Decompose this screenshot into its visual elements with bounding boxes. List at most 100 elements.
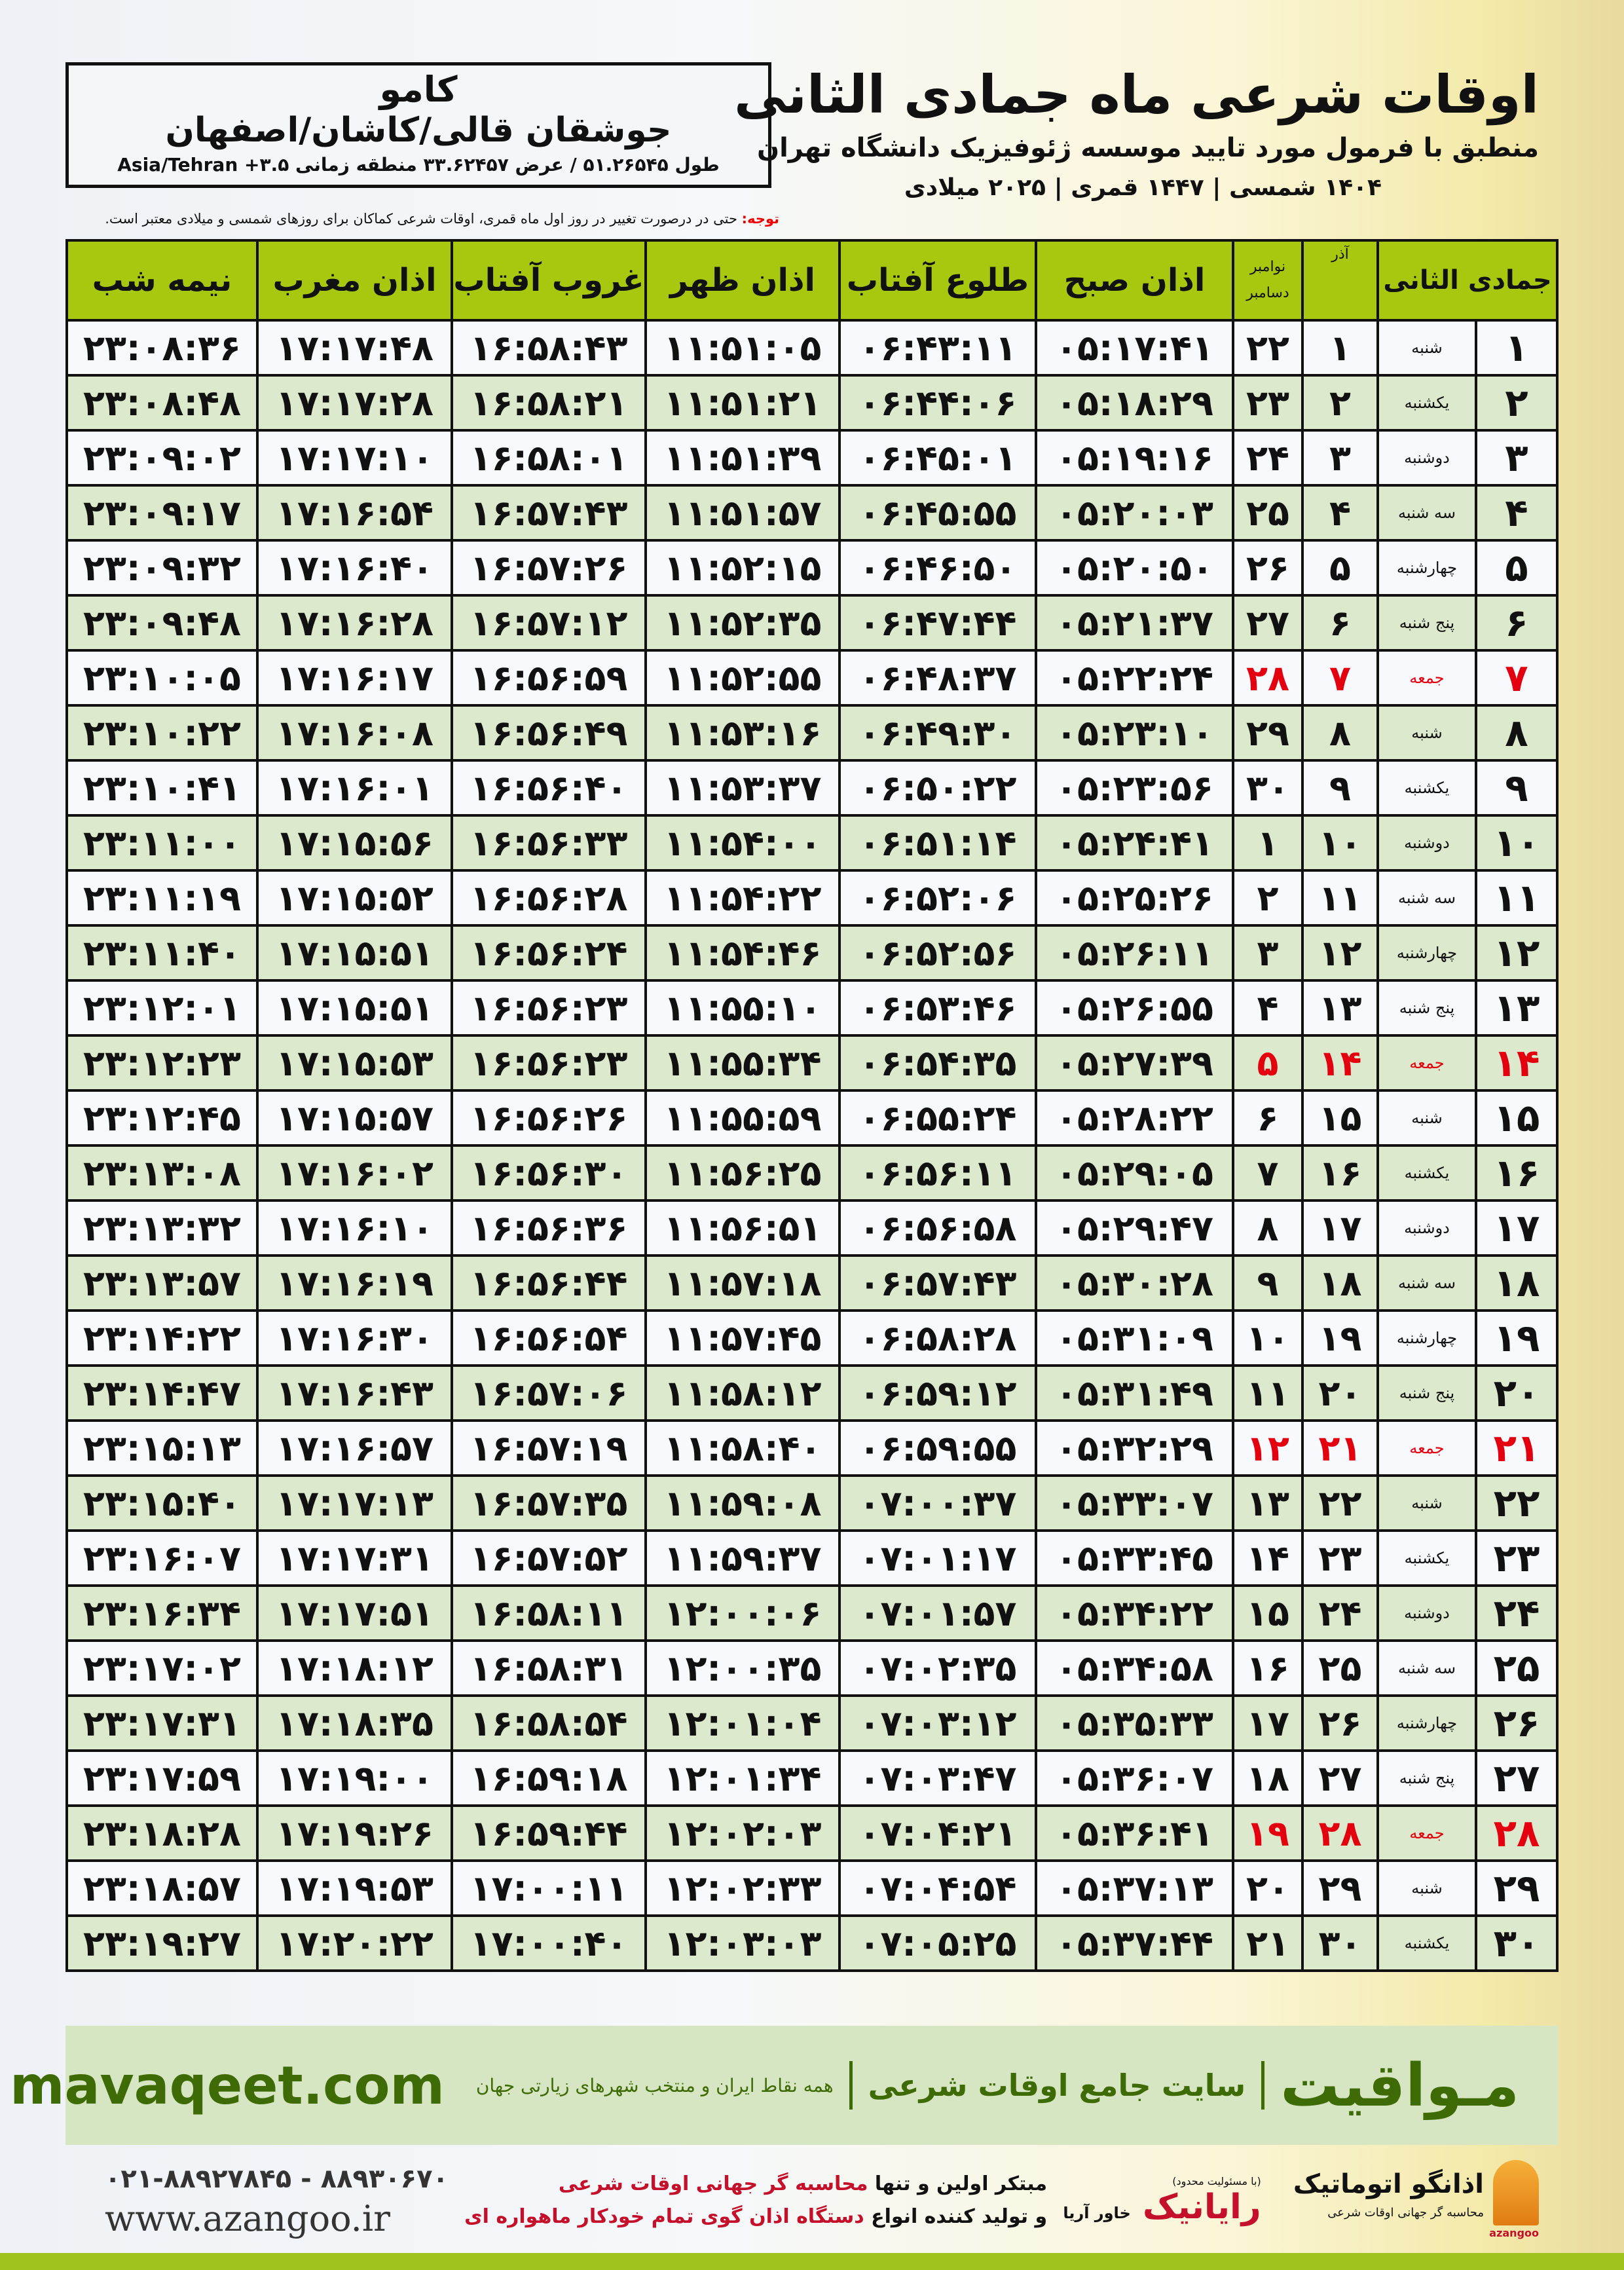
dhuhr-time: ۱۱:۵۸:۱۲: [644, 1364, 841, 1422]
fajr-time: ۰۵:۳۰:۲۸: [1035, 1254, 1234, 1312]
gregorian-day: ۲۰: [1232, 1859, 1304, 1917]
sunrise-time: ۰۶:۵۷:۴۳: [838, 1254, 1037, 1312]
azar-day: ۱۸: [1301, 1254, 1379, 1312]
fajr-time: ۰۵:۳۵:۳۳: [1035, 1694, 1234, 1752]
dhuhr-time: ۱۱:۵۴:۰۰: [644, 814, 841, 872]
sunset-time: ۱۶:۵۶:۴۴: [451, 1254, 647, 1312]
weekday: چهارشنبه: [1376, 924, 1477, 982]
prayer-times-table: جمادی الثانی آذر نوامبر دسامبر اذان صبح ط…: [65, 239, 1559, 1972]
table-row: ۱۱ سه شنبه ۱۱ ۲ ۰۵:۲۵:۲۶ ۰۶:۵۲:۰۶ ۱۱:۵۴:۲۲ ۱۶:۵…: [65, 869, 1559, 927]
midnight-time: ۲۳:۱۰:۴۱: [65, 759, 259, 817]
table-row: ۲۷ پنج شنبه ۲۷ ۱۸ ۰۵:۳۶:۰۷ ۰۷:۰۳:۴۷ ۱۲:۰۱:۳۴ ۱۶…: [65, 1749, 1559, 1807]
maghrib-time: ۱۷:۱۶:۱۹: [256, 1254, 453, 1312]
table-row: ۱۶ یکشنبه ۱۶ ۷ ۰۵:۲۹:۰۵ ۰۶:۵۶:۱۱ ۱۱:۵۶:۲۵ ۱۶:۵۶…: [65, 1144, 1559, 1202]
azar-day: ۹: [1301, 759, 1379, 817]
table-row: ۲۲ شنبه ۲۲ ۱۳ ۰۵:۳۳:۰۷ ۰۷:۰۰:۳۷ ۱۱:۵۹:۰۸ ۱۶:۵۷:…: [65, 1474, 1559, 1532]
table-row: ۱۳ پنج شنبه ۱۳ ۴ ۰۵:۲۶:۵۵ ۰۶:۵۳:۴۶ ۱۱:۵۵:۱۰ ۱۶:…: [65, 979, 1559, 1037]
hijri-day: ۱۷: [1475, 1199, 1559, 1257]
azar-day: ۱۶: [1301, 1144, 1379, 1202]
gregorian-day: ۱۷: [1232, 1694, 1304, 1752]
hijri-day: ۲۰: [1475, 1364, 1559, 1422]
maghrib-time: ۱۷:۱۷:۴۸: [256, 319, 453, 377]
banner-slogan: سایت جامع اوقات شرعی: [868, 2068, 1246, 2103]
weekday: پنج شنبه: [1376, 1364, 1477, 1422]
azar-day: ۲۳: [1301, 1529, 1379, 1587]
dhuhr-time: ۱۱:۵۶:۵۱: [644, 1199, 841, 1257]
gregorian-day: ۲۱: [1232, 1914, 1304, 1972]
weekday: دوشنبه: [1376, 1584, 1477, 1642]
table-row: ۲۵ سه شنبه ۲۵ ۱۶ ۰۵:۳۴:۵۸ ۰۷:۰۲:۳۵ ۱۲:۰۰:۳۵ ۱۶:…: [65, 1639, 1559, 1697]
sunrise-time: ۰۷:۰۲:۳۵: [838, 1639, 1037, 1697]
azar-day: ۲۹: [1301, 1859, 1379, 1917]
maghrib-time: ۱۷:۱۷:۱۰: [256, 429, 453, 487]
azar-day: ۳: [1301, 429, 1379, 487]
maghrib-time: ۱۷:۱۶:۲۸: [256, 594, 453, 652]
midnight-time: ۲۳:۱۱:۰۰: [65, 814, 259, 872]
azar-day: ۷: [1301, 649, 1379, 707]
calendar-years: ۱۴۰۴ شمسی | ۱۴۴۷ قمری | ۲۰۲۵ میلادی: [904, 174, 1382, 201]
sunset-time: ۱۶:۵۶:۳۶: [451, 1199, 647, 1257]
fajr-time: ۰۵:۲۲:۲۴: [1035, 649, 1234, 707]
sunrise-time: ۰۶:۵۰:۲۲: [838, 759, 1037, 817]
fajr-time: ۰۵:۳۷:۴۴: [1035, 1914, 1234, 1972]
col-fajr: اذان صبح: [1035, 239, 1234, 322]
sunset-time: ۱۶:۵۷:۰۶: [451, 1364, 647, 1422]
gregorian-day: ۱۶: [1232, 1639, 1304, 1697]
fajr-time: ۰۵:۳۷:۱۳: [1035, 1859, 1234, 1917]
mavaqeet-banner: مـواقیت سایت جامع اوقات شرعی همه نقاط ای…: [10, 2026, 1559, 2145]
gregorian-day: ۱۰: [1232, 1309, 1304, 1367]
fajr-time: ۰۵:۲۷:۳۹: [1035, 1034, 1234, 1092]
maghrib-time: ۱۷:۱۶:۰۱: [256, 759, 453, 817]
weekday: یکشنبه: [1376, 1914, 1477, 1972]
logo-name: رایانیک: [1142, 2187, 1261, 2227]
azar-day: ۱۰: [1301, 814, 1379, 872]
maghrib-time: ۱۷:۱۷:۳۱: [256, 1529, 453, 1587]
gregorian-day: ۲۲: [1232, 319, 1304, 377]
location-region: جوشقان قالی/کاشان/اصفهان: [165, 111, 672, 150]
sunset-time: ۱۶:۵۹:۴۴: [451, 1804, 647, 1862]
midnight-time: ۲۳:۰۹:۴۸: [65, 594, 259, 652]
sunset-time: ۱۶:۵۸:۵۴: [451, 1694, 647, 1752]
maghrib-time: ۱۷:۱۵:۵۳: [256, 1034, 453, 1092]
page-title: اوقات شرعی ماه جمادی الثانی: [733, 64, 1539, 125]
sunset-time: ۱۶:۵۷:۱۲: [451, 594, 647, 652]
azar-day: ۶: [1301, 594, 1379, 652]
weekday: چهارشنبه: [1376, 1694, 1477, 1752]
hijri-day: ۲۶: [1475, 1694, 1559, 1752]
maghrib-time: ۱۷:۱۷:۲۸: [256, 374, 453, 432]
maghrib-time: ۱۷:۱۶:۵۴: [256, 484, 453, 542]
azar-day: ۲: [1301, 374, 1379, 432]
table-row: ۳ دوشنبه ۳ ۲۴ ۰۵:۱۹:۱۶ ۰۶:۴۵:۰۱ ۱۱:۵۱:۳۹ ۱۶:۵۸:…: [65, 429, 1559, 487]
hijri-day: ۲۱: [1475, 1419, 1559, 1477]
site-url[interactable]: mavaqeet.com: [10, 2055, 445, 2116]
logo-latin: azangoo: [1489, 2227, 1539, 2239]
midnight-time: ۲۳:۱۸:۵۷: [65, 1859, 259, 1917]
sunrise-time: ۰۶:۵۵:۲۴: [838, 1089, 1037, 1147]
hijri-day: ۲۵: [1475, 1639, 1559, 1697]
sunrise-time: ۰۶:۴۴:۰۶: [838, 374, 1037, 432]
dhuhr-time: ۱۱:۵۵:۳۴: [644, 1034, 841, 1092]
midnight-time: ۲۳:۱۴:۴۷: [65, 1364, 259, 1422]
maghrib-time: ۱۷:۱۶:۱۰: [256, 1199, 453, 1257]
maghrib-time: ۱۷:۱۵:۵۷: [256, 1089, 453, 1147]
bottom-bar: [0, 2253, 1624, 2270]
website-link[interactable]: www.azangoo.ir: [105, 2198, 390, 2239]
logo-subtitle: محاسبه گر جهانی اوقات شرعی: [1327, 2206, 1484, 2220]
fajr-time: ۰۵:۳۴:۵۸: [1035, 1639, 1234, 1697]
weekday: شنبه: [1376, 1089, 1477, 1147]
table-row: ۲۱ جمعه ۲۱ ۱۲ ۰۵:۳۲:۲۹ ۰۶:۵۹:۵۵ ۱۱:۵۸:۴۰ ۱۶:۵۷:…: [65, 1419, 1559, 1477]
sunrise-time: ۰۶:۵۹:۵۵: [838, 1419, 1037, 1477]
midnight-time: ۲۳:۱۳:۰۸: [65, 1144, 259, 1202]
midnight-time: ۲۳:۱۱:۴۰: [65, 924, 259, 982]
sunset-time: ۱۶:۵۶:۳۰: [451, 1144, 647, 1202]
azar-day: ۲۵: [1301, 1639, 1379, 1697]
sunset-time: ۱۶:۵۶:۲۸: [451, 869, 647, 927]
table-row: ۱۷ دوشنبه ۱۷ ۸ ۰۵:۲۹:۴۷ ۰۶:۵۶:۵۸ ۱۱:۵۶:۵۱ ۱۶:۵۶…: [65, 1199, 1559, 1257]
weekday: سه شنبه: [1376, 1254, 1477, 1312]
sunset-time: ۱۶:۵۶:۲۳: [451, 979, 647, 1037]
dhuhr-time: ۱۱:۵۹:۳۷: [644, 1529, 841, 1587]
fajr-time: ۰۵:۲۶:۵۵: [1035, 979, 1234, 1037]
sunset-time: ۱۶:۵۷:۳۵: [451, 1474, 647, 1532]
hijri-day: ۲۸: [1475, 1804, 1559, 1862]
azar-day: ۱۹: [1301, 1309, 1379, 1367]
